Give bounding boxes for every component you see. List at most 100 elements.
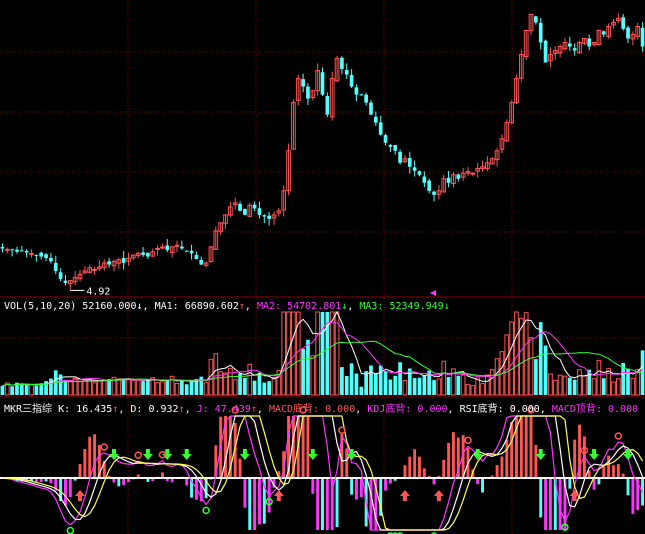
kdj-bottom-label: KDJ底背:: [367, 404, 412, 415]
volume-bar: [199, 376, 204, 395]
bottom-circle-icon: [202, 506, 210, 515]
candle-body: [82, 270, 88, 274]
volume-bar: [626, 368, 630, 395]
volume-bar: [523, 312, 529, 396]
candle-body: [281, 190, 287, 211]
volume-bar: [354, 373, 359, 395]
volume-bar: [374, 372, 378, 395]
candle-body: [393, 145, 398, 151]
candle-body: [213, 230, 219, 250]
volume-bar: [97, 380, 102, 396]
volume-bar: [160, 381, 165, 396]
candle-body: [257, 208, 262, 215]
candle-body: [116, 259, 122, 264]
buy-arrow-icon: [399, 490, 410, 501]
candle-body: [509, 102, 514, 124]
candle-body: [194, 255, 199, 259]
vol-arrow: ↓: [136, 301, 143, 312]
candle-body: [514, 78, 519, 104]
candle-body: [218, 222, 224, 232]
volume-bar: [44, 381, 48, 395]
volume-legend: VOL(5,10,20) 52160.000↓, MA1: 66890.602↑…: [4, 301, 450, 312]
bottom-circle-icon: [265, 498, 273, 506]
candle-body: [276, 210, 282, 214]
volume-bar: [281, 311, 287, 396]
top-circle-icon: [134, 451, 142, 459]
volume-bar: [412, 378, 417, 395]
volume-bar: [267, 381, 271, 395]
candle-body: [174, 244, 180, 247]
macd-bottom-label: MACD底背:: [268, 404, 320, 415]
volume-bar: [247, 363, 253, 396]
candle-body: [601, 31, 606, 35]
top-circle-icon: [464, 436, 472, 445]
volume-bar: [232, 379, 238, 396]
k-label: K:: [58, 404, 71, 415]
volume-bar: [310, 355, 316, 396]
volume-bar: [169, 375, 175, 396]
candle-body: [626, 27, 630, 39]
candle-body: [180, 246, 184, 249]
volume-bar: [72, 377, 78, 396]
candle-body: [630, 33, 636, 40]
candle-body: [587, 38, 592, 47]
buy-arrow-icon: [569, 490, 580, 501]
volume-bar: [271, 376, 277, 396]
candle-body: [10, 249, 14, 251]
bottom-circle-icon: [66, 526, 75, 534]
volume-bar: [635, 368, 641, 396]
candle-body: [621, 17, 626, 29]
candle-body: [101, 262, 107, 268]
candle-body: [344, 69, 349, 75]
candle-body: [470, 172, 476, 175]
volume-bar: [548, 373, 553, 396]
volume-bar: [407, 368, 412, 395]
candle-body: [24, 250, 29, 253]
volume-bar: [306, 339, 310, 395]
candle-body: [523, 29, 529, 57]
volume-bar: [325, 312, 330, 395]
candle-body: [552, 50, 558, 54]
candle-body: [34, 254, 39, 256]
candle-body: [489, 158, 495, 165]
bottom-circle-icon: [430, 532, 438, 534]
volume-bar: [460, 374, 466, 396]
candle-body: [446, 177, 451, 183]
candle-body: [126, 257, 131, 262]
volume-bar: [432, 380, 436, 395]
candle-body: [528, 13, 534, 32]
candle-body: [160, 246, 165, 249]
buy-arrow-icon: [75, 490, 86, 501]
volume-bar: [630, 377, 636, 396]
volume-bar: [19, 383, 24, 395]
vol-name: VOL(5,10,20): [4, 301, 77, 312]
volume-bar: [315, 311, 320, 396]
volume-bar: [577, 369, 582, 396]
volume-bar: [494, 358, 500, 396]
candle-body: [228, 206, 233, 216]
candle-body: [615, 17, 621, 22]
ma1-label: MA1:: [154, 301, 179, 312]
candle-body: [4, 248, 10, 251]
volume-bar: [543, 345, 548, 395]
volume-bar: [67, 380, 73, 396]
price-panel: 4.92: [0, 0, 645, 298]
candle-body: [169, 246, 175, 253]
buy-arrow-icon: [433, 490, 444, 501]
candle-body: [378, 122, 383, 135]
candle-body: [591, 42, 597, 45]
candle-body: [388, 144, 393, 147]
ma3-line: [2, 340, 643, 387]
vol-value: 52160.000: [82, 301, 137, 312]
candle-body: [63, 280, 68, 283]
macd-bottom-value: 0.000: [325, 404, 356, 415]
candle-body: [518, 54, 524, 79]
volume-bar: [291, 311, 296, 396]
volume-bar: [121, 379, 126, 395]
candle-body: [499, 138, 505, 150]
volume-bar: [262, 382, 267, 395]
ma3-value: 52349.949: [389, 301, 444, 312]
candle-body: [208, 246, 214, 263]
volume-bar: [446, 377, 451, 395]
